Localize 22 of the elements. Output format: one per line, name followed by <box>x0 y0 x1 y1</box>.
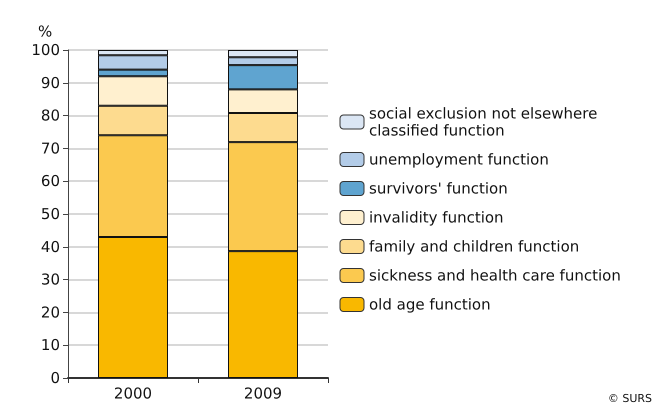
y-tick-label: 30 <box>40 270 60 289</box>
y-tick-label: 60 <box>40 172 60 190</box>
legend-label: family and children function <box>369 238 580 256</box>
y-tick-label: 50 <box>40 205 60 223</box>
y-tick-label: 10 <box>40 336 60 354</box>
x-tick-label: 2000 <box>114 384 152 402</box>
text: © SURS <box>608 392 652 405</box>
y-tick-label: 100 <box>31 41 60 59</box>
y-tick-label: 40 <box>40 238 60 256</box>
y-tick-label: 20 <box>40 303 60 322</box>
legend-label: sickness and health care function <box>369 266 621 284</box>
y-tick-label: 80 <box>40 106 60 125</box>
legend-label: invalidity function <box>369 208 504 226</box>
legend-label: unemployment function <box>369 150 549 168</box>
y-axis-title: % <box>38 22 52 40</box>
legend-label: social exclusion not elsewhere classified function <box>369 104 602 140</box>
legend-label: old age function <box>369 296 491 314</box>
x-tick-label: 2009 <box>244 384 282 402</box>
y-tick-label: 70 <box>40 139 60 158</box>
y-tick-label: 90 <box>40 74 60 92</box>
legend-label: survivors' function <box>369 180 508 198</box>
y-tick-label: 0 <box>50 369 60 387</box>
